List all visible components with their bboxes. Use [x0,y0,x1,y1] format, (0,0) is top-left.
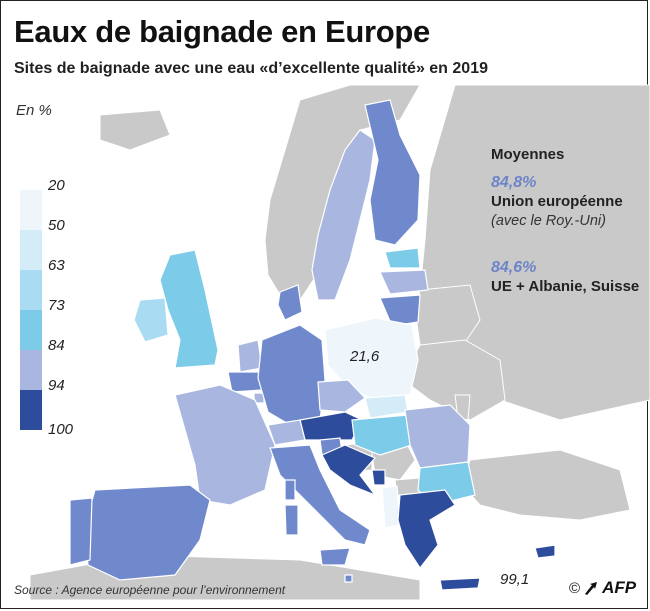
country-sardinia [284,504,299,536]
eu-average-note: (avec le Roy.-Uni) [491,213,606,229]
eu-average-name: Union européenne [491,193,623,210]
country-denmark [277,284,303,321]
legend-swatch-6 [20,390,42,430]
extended-average-value: 84,6% [491,259,537,276]
legend-label-100: 100 [48,421,74,438]
country-corsica [284,479,296,501]
region-macedonia [394,477,421,496]
country-finland [364,99,421,246]
legend-label-73: 73 [48,297,65,314]
country-malta [344,574,353,583]
country-ireland [133,297,169,343]
legend-swatch-4 [20,310,42,350]
country-slovakia [364,394,409,419]
afp-logo-text: AFP [602,578,637,597]
country-czechia [317,379,366,413]
legend-label-50: 50 [48,217,65,234]
legend-swatch-2 [20,230,42,270]
legend-swatch-3 [20,270,42,310]
country-uk [159,249,219,369]
cyprus-value-label: 99,1 [500,571,530,588]
country-latvia [379,269,429,295]
averages-panel: Moyennes 84,8% Union européenne (avec le… [491,146,641,297]
extended-average-name: UE + Albanie, Suisse [491,278,640,295]
country-sicily [319,547,351,566]
region-turkey [461,449,631,521]
country-sweden [311,129,376,301]
legend-swatch-5 [20,350,42,390]
legend-label-94: 94 [48,377,65,394]
country-germany [257,324,326,426]
unit-label: En % [16,102,52,119]
eu-average-value: 84,8% [491,174,537,191]
page-title: Eaux de baignade en Europe [14,14,430,49]
country-cyprus [534,544,556,559]
legend-label-84: 84 [48,337,65,354]
country-montenegro [371,469,386,486]
region-iceland [99,109,171,151]
country-poland [324,317,419,399]
country-estonia [384,247,421,269]
legend-label-63: 63 [48,257,65,274]
legend-swatch-1 [20,190,42,230]
afp-logo-icon [585,582,598,595]
poland-value-label: 21,6 [350,348,380,365]
legend-label-20: 20 [48,177,65,194]
country-croatia [321,444,377,497]
country-crete [439,577,481,591]
credit: © AFP [569,578,636,598]
country-albania [381,485,401,529]
country-france [174,384,276,506]
europe-map [29,84,650,600]
country-lithuania [379,294,421,327]
country-belgium [227,371,263,393]
country-portugal [69,497,93,566]
copyright-symbol: © [569,579,581,597]
subtitle: Sites de baignade avec une eau «d’excell… [14,60,488,77]
country-hungary [351,414,413,456]
source-note: Source : Agence européenne pour l’enviro… [14,583,286,597]
averages-header: Moyennes [491,146,565,163]
country-netherlands [237,339,263,373]
country-greece [397,489,456,570]
